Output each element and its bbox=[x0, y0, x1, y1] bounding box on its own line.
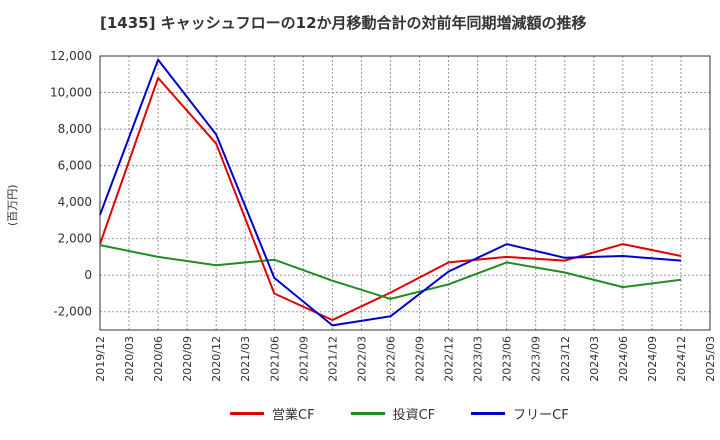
series-line-0 bbox=[99, 76, 682, 321]
x-tick-label: 2024/09 bbox=[646, 336, 659, 382]
x-tick-label: 2022/12 bbox=[443, 336, 456, 382]
x-tick-label: 2024/06 bbox=[617, 336, 630, 382]
x-tick-label: 2023/06 bbox=[501, 336, 514, 382]
y-tick-label: 8,000 bbox=[58, 122, 92, 136]
legend-swatch-free-cf bbox=[471, 412, 506, 415]
chart-title: [1435] キャッシュフローの12か月移動合計の対前年同期増減額の推移 bbox=[100, 14, 587, 32]
x-tick-label: 2020/03 bbox=[123, 336, 136, 382]
x-tick-label: 2022/09 bbox=[414, 336, 427, 382]
legend-swatch-operating-cf bbox=[230, 412, 264, 415]
legend-label-investing-cf: 投資CF bbox=[392, 408, 436, 423]
x-tick-label: 2020/12 bbox=[210, 336, 223, 382]
x-tick-label: 2022/03 bbox=[355, 336, 368, 382]
y-tick-label: 10,000 bbox=[50, 86, 92, 100]
legend-label-operating-cf: 営業CF bbox=[272, 408, 315, 423]
x-tick-label: 2023/03 bbox=[472, 336, 485, 382]
x-tick-label: 2024/12 bbox=[675, 336, 688, 382]
x-tick-label: 2023/12 bbox=[559, 336, 572, 382]
x-tick-label: 2024/03 bbox=[588, 336, 601, 382]
y-tick-label: 2,000 bbox=[58, 232, 92, 246]
x-tick-label: 2020/09 bbox=[181, 336, 194, 382]
x-tick-label: 2022/06 bbox=[384, 336, 397, 382]
legend-item-operating-cf: 営業CF bbox=[230, 404, 315, 423]
legend-item-free-cf: フリーCF bbox=[471, 404, 569, 423]
x-tick-label: 2021/03 bbox=[239, 336, 252, 382]
y-tick-label: 0 bbox=[84, 268, 92, 282]
y-tick-label: 12,000 bbox=[50, 49, 92, 63]
x-tick-label: 2023/09 bbox=[530, 336, 543, 382]
y-tick-label: 4,000 bbox=[58, 195, 92, 209]
x-tick-label: 2025/03 bbox=[704, 336, 717, 382]
x-tick-label: 2021/09 bbox=[297, 336, 310, 382]
legend: 営業CF 投資CF フリーCF bbox=[230, 404, 569, 423]
x-tick-label: 2020/06 bbox=[152, 336, 165, 382]
plot-frame bbox=[99, 55, 711, 331]
x-tick-label: 2021/12 bbox=[326, 336, 339, 382]
legend-swatch-investing-cf bbox=[350, 412, 385, 415]
y-axis-label: (百万円) bbox=[6, 184, 19, 226]
y-tick-label: -2,000 bbox=[53, 305, 92, 319]
y-tick-label: 6,000 bbox=[58, 159, 92, 173]
legend-item-investing-cf: 投資CF bbox=[350, 404, 436, 423]
x-tick-label: 2021/06 bbox=[268, 336, 281, 382]
legend-label-free-cf: フリーCF bbox=[513, 408, 569, 423]
x-tick-label: 2019/12 bbox=[94, 336, 107, 382]
